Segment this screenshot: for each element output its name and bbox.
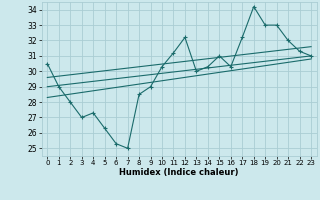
- X-axis label: Humidex (Indice chaleur): Humidex (Indice chaleur): [119, 168, 239, 177]
